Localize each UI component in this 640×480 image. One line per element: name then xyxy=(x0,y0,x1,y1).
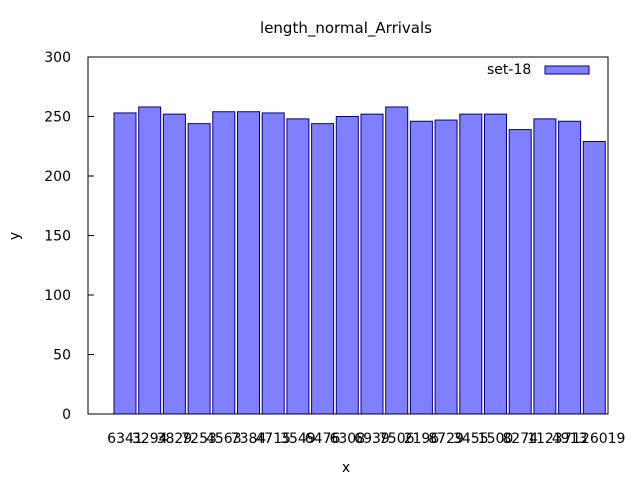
x-tick-label: 3829 xyxy=(157,431,193,447)
bar xyxy=(237,111,260,415)
bar xyxy=(162,113,186,415)
y-tick-label: 0 xyxy=(62,407,71,423)
bar xyxy=(409,120,433,415)
x-tick-label: 4563 xyxy=(206,431,242,447)
bar xyxy=(484,113,507,415)
y-tick-label: 150 xyxy=(44,229,71,245)
x-tick-label: 7384 xyxy=(231,431,267,447)
x-tick-label: 7126019 xyxy=(563,431,625,447)
x-axis-ticks: 6341329438297253456373844715354964766308… xyxy=(107,408,625,447)
bar xyxy=(261,112,285,415)
x-tick-label: 6476 xyxy=(305,431,341,447)
bars-group xyxy=(113,106,606,415)
chart-title: length_normal_Arrivals xyxy=(260,19,432,38)
bar xyxy=(286,118,310,415)
x-axis-label: x xyxy=(342,460,350,476)
bar xyxy=(508,129,532,415)
bar xyxy=(311,123,335,415)
x-tick-label: 1123 xyxy=(527,431,563,447)
bar xyxy=(212,111,236,415)
bar xyxy=(459,113,483,415)
bar xyxy=(533,118,557,415)
x-tick-label: 3294 xyxy=(132,431,168,447)
legend: set-18 xyxy=(487,62,590,78)
bar xyxy=(187,123,211,415)
y-tick-label: 250 xyxy=(44,110,71,126)
x-tick-label: 6939 xyxy=(354,431,390,447)
y-tick-label: 300 xyxy=(44,50,71,66)
x-tick-label: 8274 xyxy=(502,431,538,447)
bar xyxy=(335,116,359,415)
bar xyxy=(113,112,137,415)
y-axis-ticks: 0 50 100 150 200 250 300 xyxy=(44,50,94,423)
y-axis-label: y xyxy=(7,232,23,240)
bar xyxy=(385,106,409,415)
x-tick-label: 4715 xyxy=(255,431,291,447)
bar xyxy=(138,106,162,415)
bar xyxy=(558,120,582,415)
y-tick-label: 50 xyxy=(53,348,71,364)
x-tick-label: 4913 xyxy=(552,431,588,447)
x-tick-label: 3455 xyxy=(453,431,489,447)
legend-swatch xyxy=(544,65,590,75)
x-tick-label: 1500 xyxy=(478,431,514,447)
bar xyxy=(582,140,606,415)
bar xyxy=(434,119,458,415)
legend-label: set-18 xyxy=(487,62,531,78)
x-tick-label: 7506 xyxy=(379,431,415,447)
x-tick-label: 8729 xyxy=(428,431,464,447)
bar xyxy=(360,113,384,415)
x-tick-label: 6308 xyxy=(329,431,365,447)
x-tick-label: 6341 xyxy=(107,431,143,447)
plot-frame xyxy=(87,56,609,415)
y-tick-label: 100 xyxy=(44,288,71,304)
x-tick-label: 2196 xyxy=(404,431,440,447)
y-tick-label: 200 xyxy=(44,169,71,185)
x-tick-label: 7253 xyxy=(181,431,217,447)
x-tick-label: 3549 xyxy=(280,431,316,447)
